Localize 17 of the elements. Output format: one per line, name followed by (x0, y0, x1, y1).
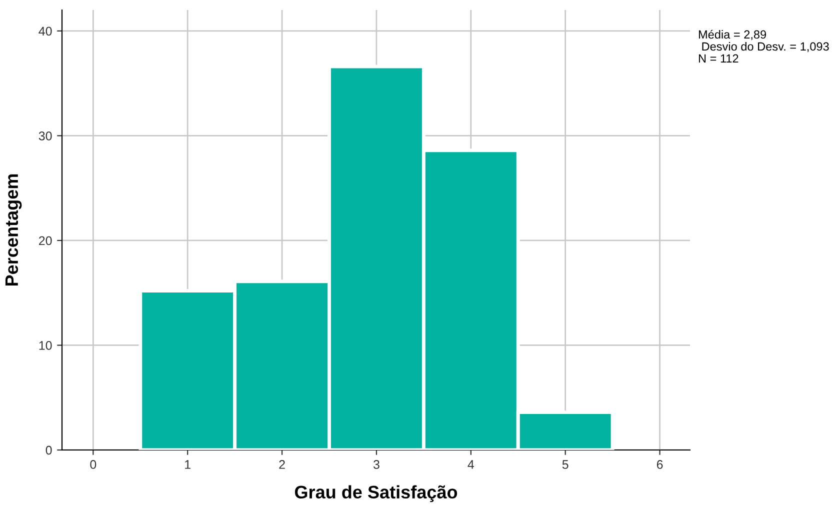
y-axis-title: Percentagem (5, 174, 22, 286)
x-tick-label: 0 (90, 460, 96, 469)
text: N = 112 (698, 54, 738, 63)
x-tick-label: 6 (656, 460, 663, 469)
y-tick-label: 0 (46, 446, 52, 455)
x-tick-label: 3 (373, 460, 380, 469)
y-tick-label: 20 (39, 236, 52, 246)
text: Média = 2,89 (698, 30, 766, 40)
x-tick-label: 4 (468, 460, 474, 469)
text: Desvio do Desv. = 1,093 (702, 42, 829, 52)
y-tick-label: 10 (39, 341, 52, 350)
x-tick-label: 5 (562, 460, 568, 469)
x-tick-label: 1 (185, 460, 190, 469)
y-tick-label: 40 (38, 26, 52, 36)
y-tick-label: 30 (38, 132, 52, 140)
x-axis-title: Grau de Satisfação (294, 485, 458, 502)
x-tick-label: 2 (279, 460, 285, 469)
